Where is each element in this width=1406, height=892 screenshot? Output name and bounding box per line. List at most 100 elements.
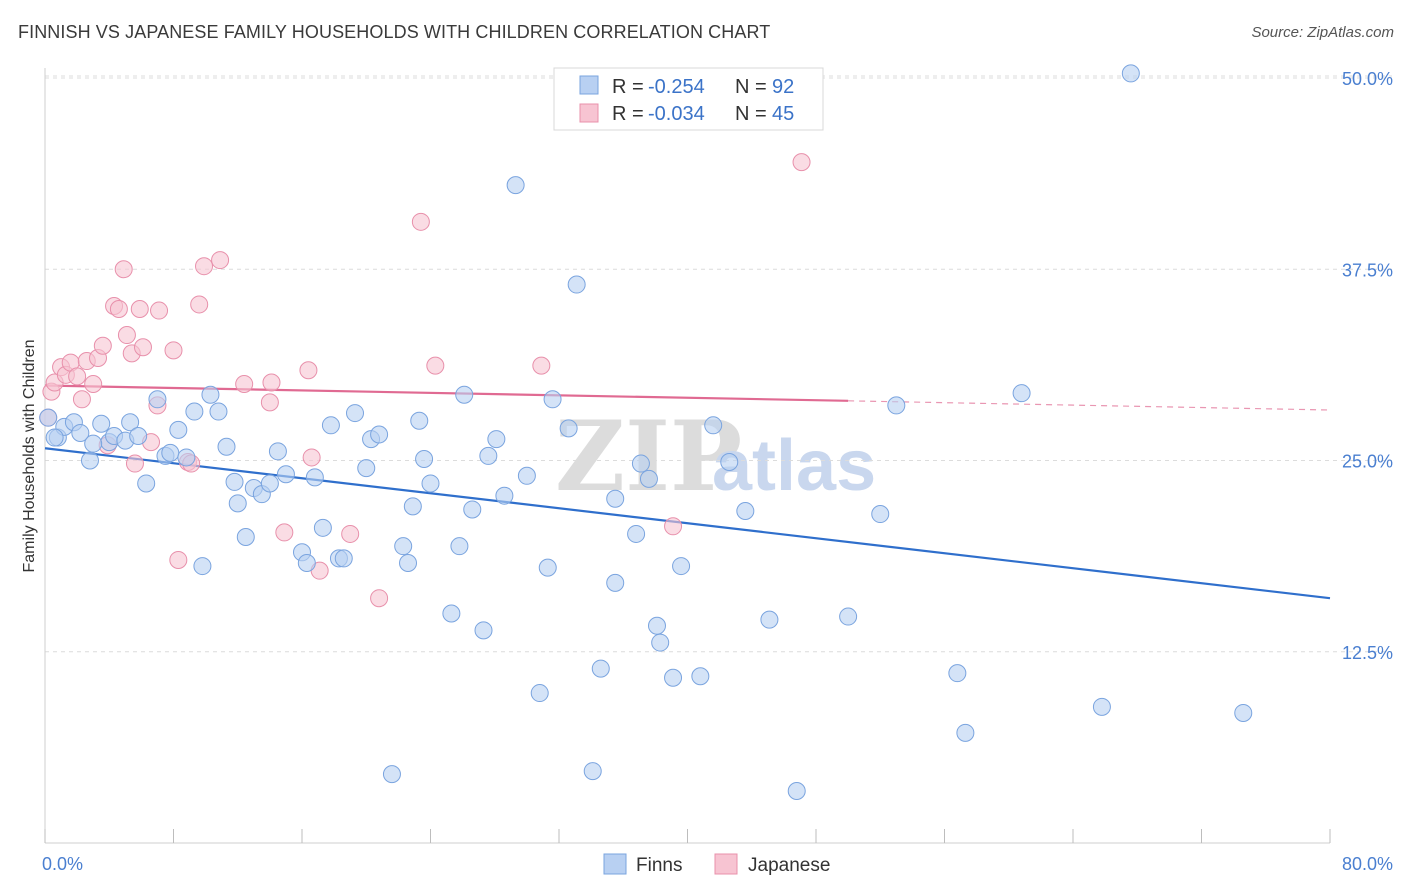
finns-point-35 xyxy=(321,416,340,435)
finns-point-37 xyxy=(334,549,353,568)
japanese-point-38 xyxy=(341,524,360,543)
finns-point-59 xyxy=(530,684,549,703)
finns-point-64 xyxy=(583,762,602,781)
bottom-legend: Finns Japanese xyxy=(603,853,830,876)
japanese-point-29 xyxy=(195,257,214,276)
finns-point-19 xyxy=(193,557,212,576)
japanese-point-24 xyxy=(164,341,183,360)
japanese-point-43 xyxy=(664,517,683,536)
y-tick-label-3: 50.0% xyxy=(1342,69,1393,89)
finns-point-65 xyxy=(591,659,610,678)
japanese-point-14 xyxy=(109,300,128,319)
finns-point-23 xyxy=(225,472,244,491)
y-axis-label: Family Households with Children xyxy=(21,340,38,573)
finns-point-81 xyxy=(839,607,858,626)
finns-point-43 xyxy=(394,537,413,556)
finns-point-69 xyxy=(631,454,650,473)
finns-point-33 xyxy=(305,468,324,487)
finns-point-52 xyxy=(463,500,482,519)
legend-box: R = -0.254 N = 92 R = -0.034 N = 45 xyxy=(553,67,824,131)
japanese-point-11 xyxy=(93,336,112,355)
finns-point-83 xyxy=(887,396,906,415)
finns-point-80 xyxy=(787,781,806,800)
finns-point-75 xyxy=(691,667,710,686)
finns-point-22 xyxy=(217,437,236,456)
finns-points xyxy=(39,64,1253,800)
finns-point-91 xyxy=(84,434,103,453)
finns-point-25 xyxy=(236,528,255,546)
finns-point-46 xyxy=(410,411,429,430)
finns-point-0 xyxy=(39,408,58,427)
japanese-trend-line-extension xyxy=(848,400,1331,411)
finns-point-53 xyxy=(474,621,493,640)
legend-r-value-finns: -0.254 xyxy=(648,76,705,98)
finns-point-74 xyxy=(672,557,691,576)
japanese-point-39 xyxy=(370,589,389,608)
finns-point-72 xyxy=(651,633,670,652)
finns-point-5 xyxy=(80,451,99,470)
finns-point-17 xyxy=(177,448,196,467)
japanese-point-20 xyxy=(133,338,152,357)
finns-point-78 xyxy=(736,501,755,520)
finns-point-71 xyxy=(647,616,666,635)
x-tick-label-min: 0.0% xyxy=(42,854,83,874)
finns-point-87 xyxy=(1092,697,1111,716)
finns-point-68 xyxy=(627,524,646,543)
bottom-legend-label-japanese: Japanese xyxy=(748,855,830,876)
finns-point-49 xyxy=(442,604,461,623)
finns-point-58 xyxy=(517,466,536,485)
finns-point-84 xyxy=(948,664,967,683)
japanese-point-25 xyxy=(169,550,188,569)
finns-point-6 xyxy=(92,414,111,433)
finns-point-4 xyxy=(71,423,90,442)
japanese-point-42 xyxy=(532,356,551,375)
finns-point-62 xyxy=(559,419,578,438)
japanese-point-16 xyxy=(117,326,136,345)
finns-point-30 xyxy=(276,465,295,484)
japanese-points xyxy=(39,153,811,608)
finns-point-24 xyxy=(228,494,247,513)
japanese-point-40 xyxy=(411,212,430,231)
finns-point-90 xyxy=(45,428,64,447)
japanese-point-32 xyxy=(260,393,279,412)
axes xyxy=(44,68,1331,844)
finns-point-79 xyxy=(760,610,779,629)
legend-swatch-finns xyxy=(579,75,599,95)
finns-point-86 xyxy=(1012,384,1031,403)
finns-point-57 xyxy=(506,176,525,195)
finns-point-67 xyxy=(606,489,625,508)
finns-point-34 xyxy=(313,518,332,537)
finns-point-21 xyxy=(209,402,228,421)
finns-point-50 xyxy=(450,537,469,556)
japanese-trend-line xyxy=(44,384,849,402)
legend-n-label-japanese: N = xyxy=(735,103,767,125)
finns-point-56 xyxy=(495,486,514,505)
finns-point-61 xyxy=(543,390,562,409)
legend-r-label-finns: R = xyxy=(612,76,644,98)
japanese-point-30 xyxy=(211,251,230,270)
japanese-point-18 xyxy=(125,454,144,473)
finns-point-41 xyxy=(370,425,389,444)
finns-point-63 xyxy=(567,275,586,294)
japanese-point-33 xyxy=(262,373,281,392)
finns-point-66 xyxy=(606,573,625,592)
finns-point-39 xyxy=(357,459,376,478)
bottom-legend-label-finns: Finns xyxy=(636,855,682,876)
legend-r-label-japanese: R = xyxy=(612,103,644,125)
y-tick-label-2: 37.5% xyxy=(1342,260,1393,280)
finns-trend-line xyxy=(44,447,1331,600)
y-tick-label-0: 12.5% xyxy=(1342,643,1393,663)
japanese-point-36 xyxy=(302,448,321,467)
legend-n-label-finns: N = xyxy=(735,76,767,98)
finns-point-20 xyxy=(201,385,220,404)
finns-point-73 xyxy=(664,668,683,687)
finns-point-28 xyxy=(260,474,279,493)
y-tick-label-1: 25.0% xyxy=(1342,452,1393,472)
japanese-point-34 xyxy=(275,523,294,542)
finns-point-12 xyxy=(137,474,156,493)
chart-source: Source: ZipAtlas.com xyxy=(1251,24,1394,41)
axis-labels: 12.5% 25.0% 37.5% 50.0% 0.0% 80.0% Family Hous… xyxy=(21,69,1393,874)
japanese-point-35 xyxy=(299,361,318,380)
japanese-point-41 xyxy=(426,356,445,375)
